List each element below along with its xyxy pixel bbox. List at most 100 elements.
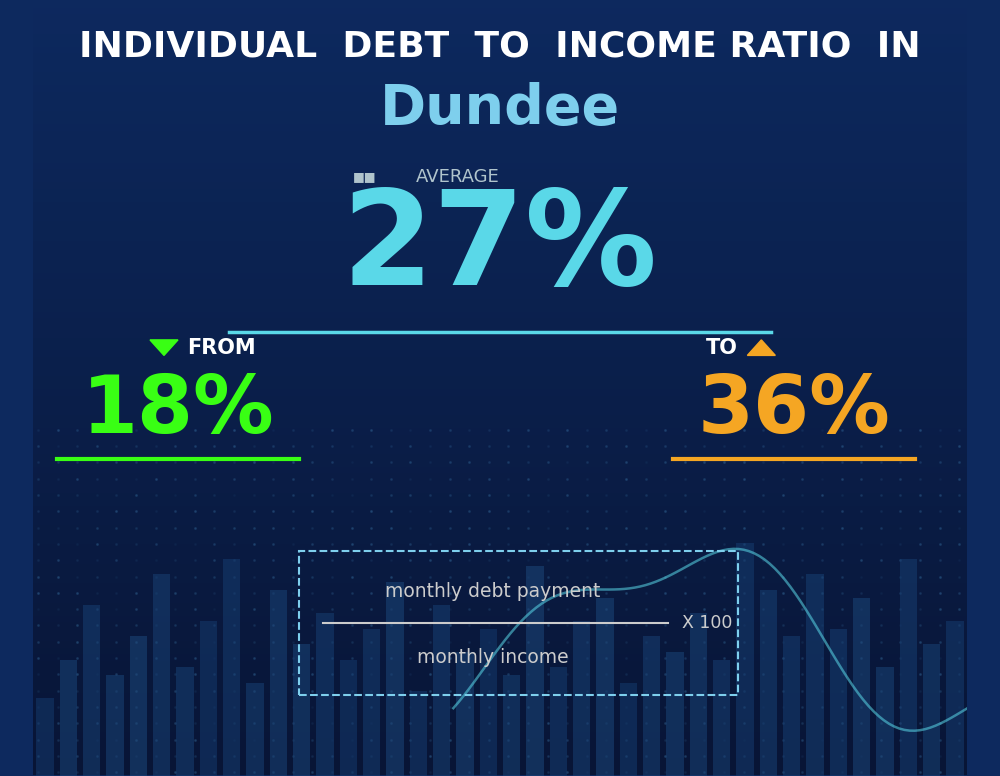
Bar xyxy=(176,667,194,776)
Text: INDIVIDUAL  DEBT  TO  INCOME RATIO  IN: INDIVIDUAL DEBT TO INCOME RATIO IN xyxy=(79,29,921,64)
Bar xyxy=(33,338,967,348)
Bar xyxy=(33,105,967,115)
Bar xyxy=(33,357,967,367)
Bar xyxy=(60,660,77,776)
Bar xyxy=(33,739,967,749)
Bar xyxy=(33,189,967,199)
Bar xyxy=(33,473,967,483)
Bar xyxy=(480,629,497,776)
Bar xyxy=(33,615,967,626)
Bar xyxy=(33,564,967,574)
Text: FROM: FROM xyxy=(187,338,256,358)
Bar xyxy=(33,33,967,44)
Bar xyxy=(33,221,967,231)
Bar xyxy=(33,21,967,31)
Bar xyxy=(643,636,660,776)
Bar xyxy=(33,144,967,154)
Bar xyxy=(33,667,967,677)
Bar xyxy=(33,79,967,89)
Bar xyxy=(33,111,967,122)
Bar xyxy=(33,693,967,704)
Bar xyxy=(33,2,967,12)
Bar xyxy=(33,584,967,594)
Bar xyxy=(33,538,967,549)
Bar xyxy=(33,467,967,477)
Bar xyxy=(33,40,967,50)
Bar xyxy=(526,566,544,776)
Polygon shape xyxy=(747,340,775,355)
Bar xyxy=(33,687,967,697)
Bar xyxy=(33,570,967,580)
Bar xyxy=(33,719,967,729)
Text: 27%: 27% xyxy=(342,185,658,312)
Bar xyxy=(33,525,967,535)
Bar xyxy=(596,598,614,776)
Bar xyxy=(33,53,967,64)
Bar xyxy=(33,312,967,322)
Bar xyxy=(690,613,707,776)
Bar xyxy=(760,590,777,776)
Bar xyxy=(33,415,967,425)
Bar xyxy=(33,370,967,380)
Text: ■■: ■■ xyxy=(353,171,376,183)
Bar xyxy=(900,559,917,776)
Bar xyxy=(620,683,637,776)
Bar xyxy=(33,247,967,258)
Bar xyxy=(33,642,967,652)
Bar xyxy=(33,402,967,413)
Bar xyxy=(713,660,730,776)
Bar xyxy=(33,124,967,134)
Bar xyxy=(33,764,967,774)
Bar xyxy=(33,241,967,251)
Text: TO: TO xyxy=(706,338,738,358)
Bar xyxy=(33,176,967,186)
Bar xyxy=(33,732,967,743)
Bar xyxy=(33,409,967,419)
Bar xyxy=(33,622,967,632)
Bar xyxy=(33,383,967,393)
Bar xyxy=(33,487,967,497)
Bar xyxy=(106,675,124,776)
Bar xyxy=(33,286,967,296)
Bar xyxy=(33,318,967,328)
Bar xyxy=(573,621,590,776)
Bar xyxy=(33,661,967,671)
Bar xyxy=(33,460,967,471)
Bar xyxy=(33,700,967,710)
Bar xyxy=(550,667,567,776)
Bar xyxy=(33,557,967,568)
Bar xyxy=(783,636,800,776)
Bar xyxy=(33,299,967,309)
Bar xyxy=(223,559,240,776)
Bar xyxy=(433,605,450,776)
Bar xyxy=(246,683,264,776)
Bar xyxy=(33,706,967,716)
Text: 36%: 36% xyxy=(698,372,890,450)
Bar xyxy=(33,234,967,244)
Bar xyxy=(33,681,967,691)
Bar xyxy=(33,196,967,206)
Bar xyxy=(946,621,964,776)
Bar xyxy=(363,629,380,776)
Bar xyxy=(33,712,967,723)
Bar xyxy=(33,635,967,646)
Bar xyxy=(33,551,967,561)
Bar xyxy=(33,596,967,607)
Text: monthly debt payment: monthly debt payment xyxy=(385,582,600,601)
Bar xyxy=(33,745,967,755)
Bar xyxy=(736,543,754,776)
Bar xyxy=(33,363,967,374)
Bar xyxy=(33,137,967,147)
Bar xyxy=(153,574,170,776)
Bar xyxy=(33,27,967,37)
Bar xyxy=(33,8,967,18)
Bar xyxy=(33,512,967,522)
Bar xyxy=(33,163,967,173)
Bar xyxy=(33,376,967,386)
Bar xyxy=(806,574,824,776)
Bar xyxy=(33,499,967,510)
Text: AVERAGE: AVERAGE xyxy=(416,168,500,186)
Bar xyxy=(923,644,940,776)
Bar xyxy=(316,613,334,776)
Bar xyxy=(33,227,967,238)
